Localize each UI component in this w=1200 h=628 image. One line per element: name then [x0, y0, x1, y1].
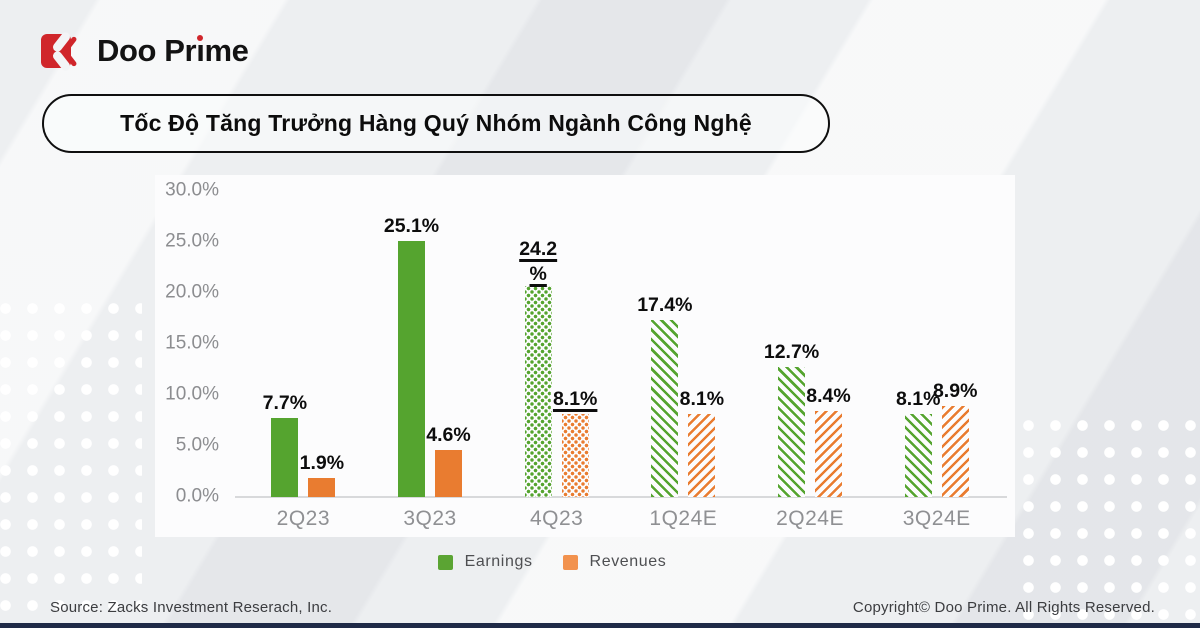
revenues-swatch-icon — [562, 554, 578, 570]
y-tick: 10.0% — [165, 383, 219, 405]
bar-group-2Q24E: 12.7% 8.4% — [747, 191, 874, 497]
legend-label-earnings: Earnings — [464, 553, 533, 570]
chart-card: 30.0% 25.0% 20.0% 15.0% 10.0% 5.0% 0.0% 7.7% 1.… — [155, 175, 1015, 537]
chart-title-box: Tốc Độ Tăng Trưởng Hàng Quý Nhóm Ngành C… — [42, 94, 830, 153]
bar-earnings-4Q23: 24.2% — [516, 237, 561, 497]
y-tick: 30.0% — [165, 179, 219, 201]
bar-revenues-3Q23: 4.6% — [426, 424, 471, 497]
bar-revenues-1Q24E: 8.1% — [680, 388, 724, 497]
data-label-revenues-4Q23: 8.1% — [550, 386, 600, 411]
legend: Earnings Revenues — [0, 553, 1104, 571]
data-label-revenues-2Q24E: 8.4% — [806, 384, 851, 407]
source-text: Source: Zacks Investment Reserach, Inc. — [50, 599, 333, 616]
data-label-earnings-3Q24E: 8.1% — [895, 387, 941, 410]
bar-group-3Q24E: 8.1% 8.9% — [873, 191, 1000, 497]
x-label-1Q24E: 1Q24E — [649, 507, 718, 530]
x-label-3Q24E: 3Q24E — [902, 507, 971, 530]
y-tick: 20.0% — [165, 281, 219, 303]
bar-earnings-2Q23: 7.7% — [263, 392, 307, 497]
bar-earnings-3Q24E: 8.1% — [896, 388, 940, 497]
bar-group-2Q23: 7.7% 1.9% — [240, 191, 367, 497]
earnings-swatch-icon — [437, 554, 453, 570]
y-tick: 15.0% — [165, 332, 219, 354]
legend-item-earnings: Earnings — [437, 553, 533, 571]
logo-i-red-dot: ı — [196, 33, 205, 68]
bar-earnings-3Q23: 25.1% — [384, 215, 439, 497]
y-tick: 5.0% — [175, 434, 219, 456]
logo-text-pre: Doo Pr — [97, 33, 197, 68]
bar-revenues-2Q23: 1.9% — [300, 452, 344, 497]
y-axis: 30.0% 25.0% 20.0% 15.0% 10.0% 5.0% 0.0% — [155, 180, 227, 507]
bottom-navy-bar — [0, 623, 1200, 628]
legend-label-revenues: Revenues — [589, 553, 667, 570]
data-label-revenues-1Q24E: 8.1% — [679, 387, 725, 410]
data-label-revenues-3Q24E: 8.9% — [932, 379, 978, 402]
bar-group-1Q24E: 17.4% 8.1% — [620, 191, 747, 497]
dot-pattern-right — [1015, 412, 1200, 628]
doo-prime-logo-icon — [41, 32, 77, 71]
copyright-text: Copyright© Doo Prime. All Rights Reserve… — [852, 599, 1155, 616]
x-label-3Q23: 3Q23 — [403, 507, 457, 530]
data-label-revenues-3Q23: 4.6% — [426, 423, 471, 446]
logo-text-post: me — [204, 33, 249, 68]
data-label-earnings-4Q23: 24.2% — [516, 237, 561, 286]
bar-revenues-4Q23: 8.1% — [550, 386, 600, 497]
data-label-earnings-2Q24E: 12.7% — [763, 340, 820, 363]
bar-earnings-1Q24E: 17.4% — [637, 294, 692, 497]
y-tick: 0.0% — [175, 485, 219, 507]
bar-group-3Q23: 25.1% 4.6% — [367, 191, 494, 497]
x-label-2Q24E: 2Q24E — [776, 507, 844, 530]
x-label-2Q23: 2Q23 — [276, 507, 331, 530]
bar-revenues-2Q24E: 8.4% — [806, 385, 851, 497]
chart-title: Tốc Độ Tăng Trưởng Hàng Quý Nhóm Ngành C… — [120, 110, 752, 136]
x-label-4Q23: 4Q23 — [529, 507, 584, 530]
bar-group-4Q23: 24.2% 8.1% — [493, 191, 620, 497]
dot-pattern-left — [0, 295, 142, 628]
data-label-revenues-2Q23: 1.9% — [299, 451, 345, 474]
logo-text: Doo Prıme — [97, 33, 249, 69]
bar-revenues-3Q24E: 8.9% — [933, 380, 977, 497]
data-label-earnings-2Q23: 7.7% — [262, 391, 308, 414]
legend-item-revenues: Revenues — [562, 553, 667, 571]
x-axis-line — [235, 496, 1007, 498]
x-axis-labels: 2Q23 3Q23 4Q23 1Q24E 2Q24E 3Q24E — [240, 507, 1000, 531]
logo: Doo Prıme — [40, 30, 249, 72]
data-label-earnings-3Q23: 25.1% — [383, 214, 440, 237]
y-tick: 25.0% — [165, 230, 219, 252]
bar-earnings-2Q24E: 12.7% — [764, 341, 819, 497]
data-label-earnings-1Q24E: 17.4% — [637, 293, 693, 316]
plot-area: 7.7% 1.9% 25.1% 4.6% 24.2% 8.1% 17.4% 8.1% 12.7%… — [240, 191, 1000, 497]
